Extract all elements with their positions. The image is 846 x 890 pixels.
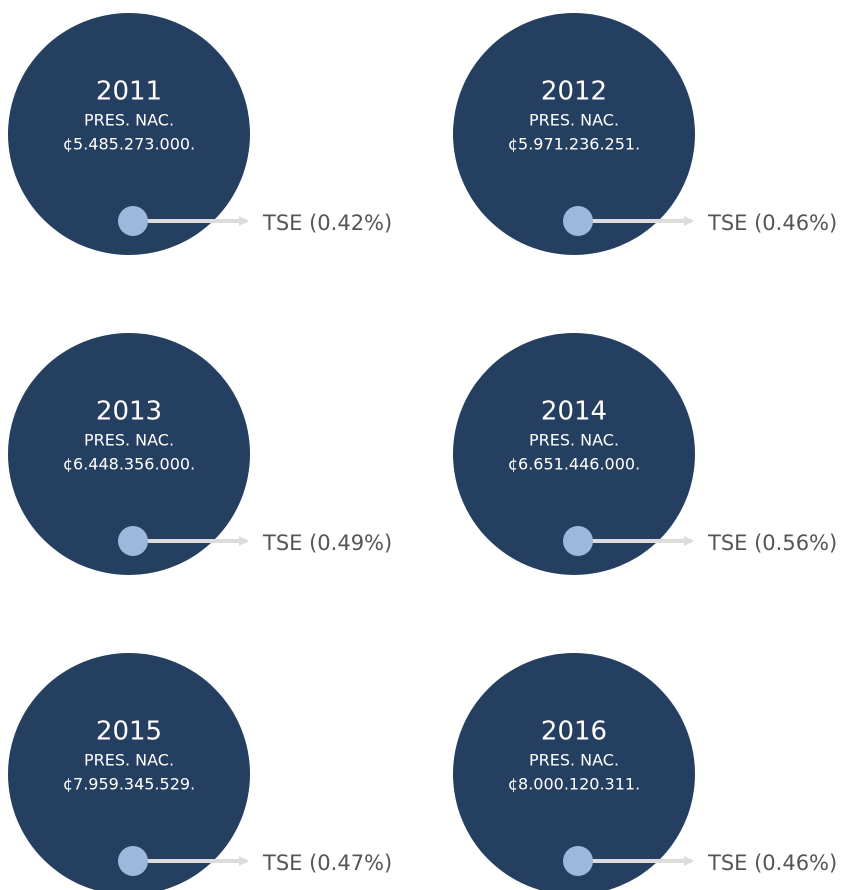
tse-share: TSE (0.56%) (707, 531, 837, 555)
tse-dot (118, 206, 148, 236)
budget-label: PRES. NAC. (529, 431, 619, 450)
tse-share: TSE (0.46%) (707, 211, 837, 235)
year-circle (453, 653, 695, 890)
tse-dot (118, 846, 148, 876)
budget-label: PRES. NAC. (84, 111, 174, 130)
tse-dot (563, 526, 593, 556)
year-circle (8, 333, 250, 575)
tse-dot (118, 526, 148, 556)
year-circle (453, 333, 695, 575)
tse-share: TSE (0.47%) (262, 851, 392, 875)
year-circle (453, 13, 695, 255)
year: 2011 (96, 77, 162, 107)
budget-label: PRES. NAC. (529, 751, 619, 770)
year-circle (8, 13, 250, 255)
budget-amount: ¢5.485.273.000. (63, 135, 195, 154)
budget-label: PRES. NAC. (529, 111, 619, 130)
budget-amount: ¢7.959.345.529. (63, 775, 195, 794)
year: 2015 (96, 717, 162, 747)
budget-amount: ¢5.971.236.251. (508, 135, 640, 154)
tse-share: TSE (0.42%) (262, 211, 392, 235)
tse-dot (563, 206, 593, 236)
budget-amount: ¢8.000.120.311. (508, 775, 640, 794)
tse-share: TSE (0.49%) (262, 531, 392, 555)
tse-share: TSE (0.46%) (707, 851, 837, 875)
year: 2012 (541, 77, 607, 107)
year: 2013 (96, 397, 162, 427)
tse-dot (563, 846, 593, 876)
budget-label: PRES. NAC. (84, 751, 174, 770)
year: 2014 (541, 397, 607, 427)
budget-amount: ¢6.448.356.000. (63, 455, 195, 474)
year: 2016 (541, 717, 607, 747)
budget-label: PRES. NAC. (84, 431, 174, 450)
budget-amount: ¢6.651.446.000. (508, 455, 640, 474)
year-circle (8, 653, 250, 890)
